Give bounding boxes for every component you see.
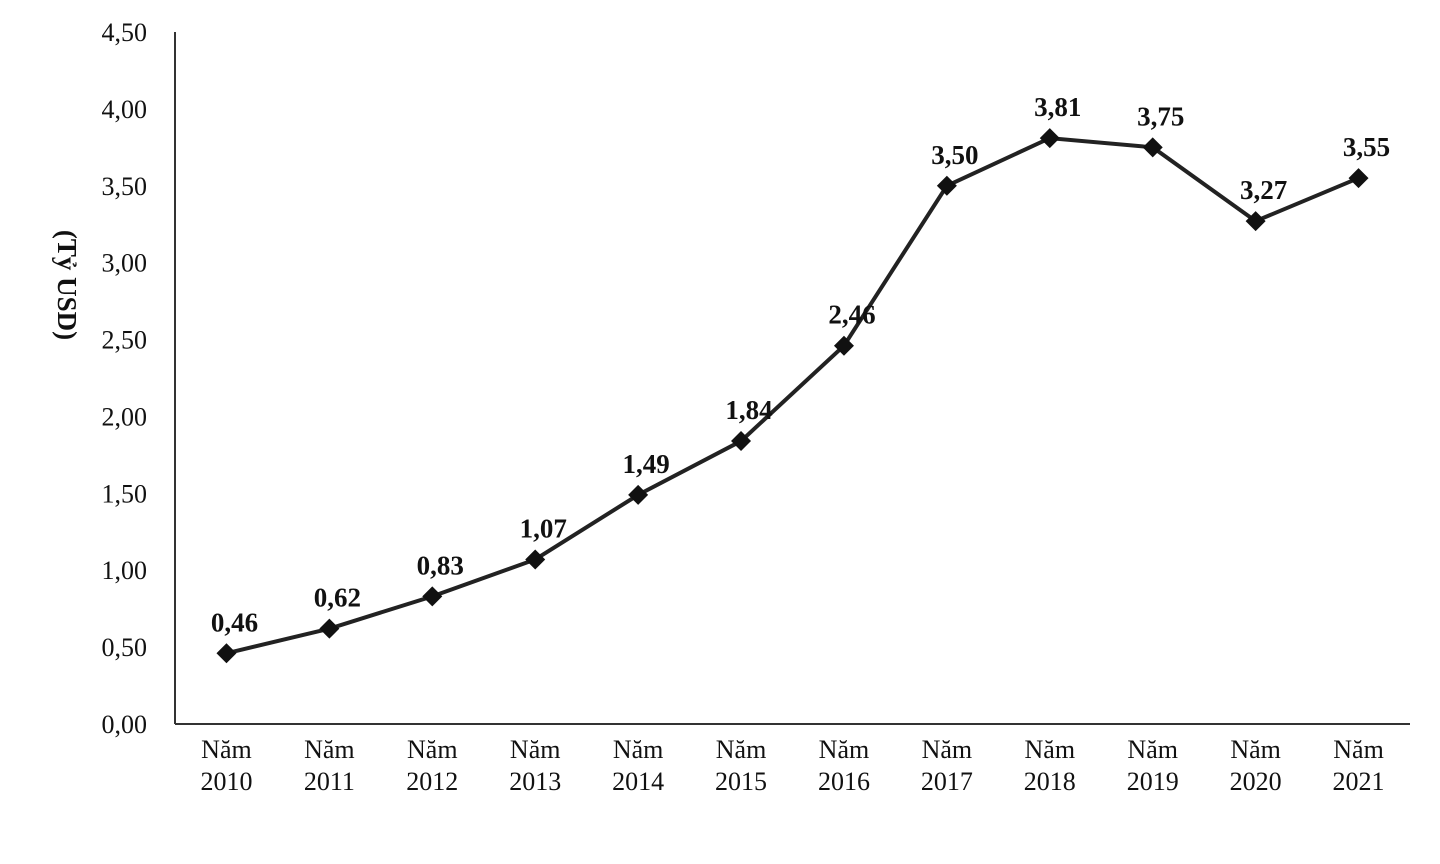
x-tick-label: Năm 2021 bbox=[1333, 735, 1385, 796]
data-label: 1,07 bbox=[520, 513, 567, 543]
x-tick-label: Năm 2017 bbox=[921, 735, 973, 796]
data-label: 0,83 bbox=[417, 550, 464, 580]
data-point-marker bbox=[422, 586, 443, 607]
data-label: 2,46 bbox=[828, 300, 875, 330]
data-label: 3,55 bbox=[1343, 132, 1390, 162]
series-group bbox=[216, 128, 1369, 664]
x-tick-label: Năm 2014 bbox=[612, 735, 664, 796]
data-label: 3,81 bbox=[1034, 92, 1081, 122]
data-point-marker bbox=[1245, 211, 1266, 232]
data-label: 3,75 bbox=[1137, 101, 1184, 131]
data-label: 1,49 bbox=[623, 449, 670, 479]
data-point-marker bbox=[319, 618, 340, 639]
data-label: 0,62 bbox=[314, 583, 361, 613]
y-tick-label: 1,00 bbox=[102, 556, 148, 585]
y-tick-label: 4,50 bbox=[102, 18, 148, 47]
y-tick-label: 4,00 bbox=[102, 95, 148, 124]
data-point-marker bbox=[936, 175, 957, 196]
x-axis-ticks: Năm 2010 Năm 2011 Năm 2012 Năm 2013 Năm 2014 Năm 20… bbox=[200, 735, 1384, 796]
data-point-marker bbox=[1039, 128, 1060, 149]
x-tick-label: Năm 2016 bbox=[818, 735, 870, 796]
x-tick-label: Năm 2011 bbox=[304, 735, 355, 796]
y-axis-ticks: 0,00 0,50 1,00 1,50 2,00 2,50 3,00 3,50 4,00 4,50 bbox=[102, 18, 148, 739]
data-labels: 0,46 0,62 0,83 1,07 1,49 1,84 2,46 3,50 3,81 3,75… bbox=[211, 92, 1390, 637]
x-tick-label: Năm 2010 bbox=[200, 735, 252, 796]
data-point-marker bbox=[525, 549, 546, 570]
x-tick-label: Năm 2019 bbox=[1127, 735, 1179, 796]
x-tick-label: Năm 2018 bbox=[1024, 735, 1076, 796]
x-tick-label: Năm 2020 bbox=[1230, 735, 1282, 796]
axes bbox=[174, 32, 1410, 725]
y-tick-label: 0,00 bbox=[102, 710, 148, 739]
data-label: 0,46 bbox=[211, 607, 258, 637]
data-point-marker bbox=[216, 643, 237, 664]
y-tick-label: 0,50 bbox=[102, 633, 148, 662]
data-label: 3,27 bbox=[1240, 175, 1287, 205]
data-point-marker bbox=[1348, 168, 1369, 189]
y-tick-label: 2,00 bbox=[102, 402, 148, 431]
data-point-marker bbox=[833, 335, 854, 356]
y-tick-label: 3,00 bbox=[102, 249, 148, 278]
y-axis-title: (Tỷ USD) bbox=[52, 230, 82, 340]
x-tick-label: Năm 2015 bbox=[715, 735, 767, 796]
data-point-marker bbox=[731, 431, 752, 452]
x-tick-label: Năm 2013 bbox=[509, 735, 561, 796]
y-tick-label: 3,50 bbox=[102, 172, 148, 201]
data-label: 3,50 bbox=[931, 140, 978, 170]
data-label: 1,84 bbox=[725, 395, 772, 425]
data-point-marker bbox=[628, 484, 649, 505]
series-line bbox=[225, 136, 1360, 656]
data-point-marker bbox=[1142, 137, 1163, 158]
x-tick-label: Năm 2012 bbox=[406, 735, 458, 796]
y-tick-label: 1,50 bbox=[102, 479, 148, 508]
y-tick-label: 2,50 bbox=[102, 326, 148, 355]
